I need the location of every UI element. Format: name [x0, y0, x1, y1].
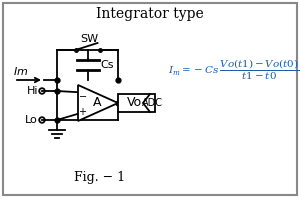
Text: Hi: Hi [26, 86, 38, 96]
Text: Fig. − 1: Fig. − 1 [74, 171, 126, 185]
Text: A: A [93, 95, 101, 109]
Text: Vo: Vo [126, 96, 142, 109]
Bar [118, 94, 150, 112]
Text: Cs: Cs [100, 60, 114, 70]
Text: $I_m = -Cs\,\dfrac{Vo(t1)-Vo(t0)}{t1-t0}$: $I_m = -Cs\,\dfrac{Vo(t1)-Vo(t0)}{t1-t0}… [168, 58, 299, 82]
Text: Lo: Lo [25, 115, 38, 125]
Polygon shape [143, 94, 155, 112]
Polygon shape [78, 85, 118, 121]
Text: $\mathit{Im}$: $\mathit{Im}$ [13, 65, 28, 77]
Text: SW: SW [80, 34, 99, 44]
Text: $+$: $+$ [79, 106, 88, 117]
Text: Integrator type: Integrator type [96, 7, 204, 21]
Text: ADC: ADC [142, 98, 163, 108]
Text: $-$: $-$ [78, 90, 88, 100]
